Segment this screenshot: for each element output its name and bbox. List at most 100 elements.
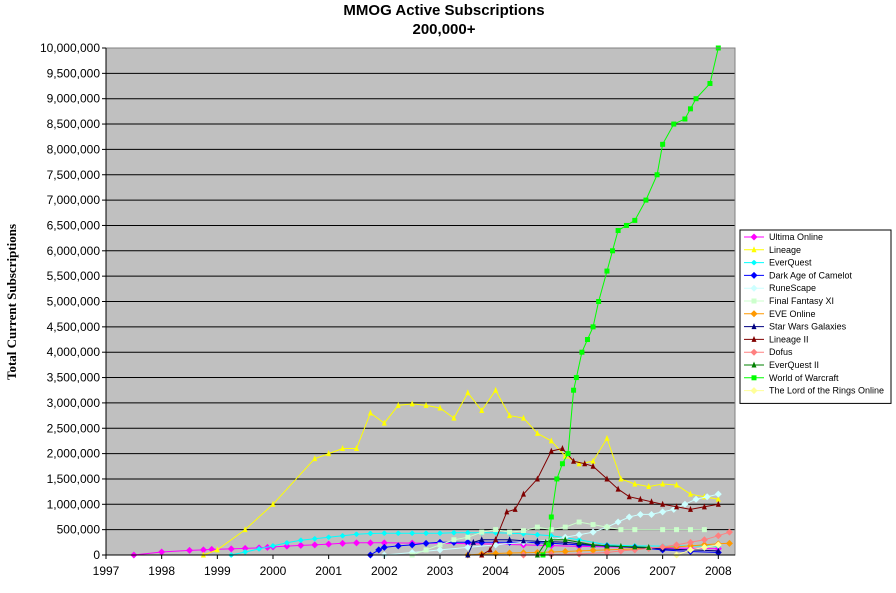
- data-point: [512, 505, 518, 512]
- data-point: [242, 526, 248, 533]
- y-tick-label: 1,500,000: [47, 472, 101, 486]
- data-point: [366, 539, 374, 547]
- data-point: [660, 527, 666, 533]
- data-point: [725, 539, 733, 547]
- axes: 0 500,000 1,000,000 1,500,000 2,000,000 2,500…: [40, 41, 735, 578]
- data-point: [423, 547, 429, 553]
- data-point: [451, 537, 457, 543]
- y-axis-label: Total Current Subscriptions: [4, 224, 19, 380]
- data-point: [380, 543, 388, 551]
- data-point: [548, 536, 554, 543]
- data-point: [576, 460, 582, 467]
- data-point: [687, 505, 693, 512]
- y-tick-label: 2,000,000: [47, 447, 101, 461]
- data-point: [576, 538, 582, 545]
- data-point: [242, 549, 248, 555]
- data-point: [479, 536, 485, 543]
- data-point: [312, 455, 318, 462]
- data-point: [590, 541, 596, 548]
- y-tick-label: 9,000,000: [47, 92, 101, 106]
- data-point: [534, 537, 540, 544]
- series-layer: [130, 45, 733, 559]
- data-point: [625, 513, 633, 521]
- data-point: [660, 141, 666, 147]
- legend-swatch-marker: [751, 246, 757, 253]
- y-tick-label: 0: [93, 548, 100, 562]
- y-tick-label: 4,500,000: [47, 320, 101, 334]
- data-point: [297, 541, 305, 549]
- data-point: [352, 539, 360, 547]
- x-tick-label: 2001: [315, 564, 342, 578]
- data-point: [687, 527, 693, 533]
- data-point: [326, 534, 332, 540]
- data-point: [654, 172, 660, 178]
- data-point: [687, 106, 693, 112]
- legend-swatch-marker: [751, 361, 757, 368]
- data-point: [408, 541, 416, 549]
- data-point: [646, 483, 652, 490]
- data-point: [375, 546, 383, 554]
- data-point: [423, 401, 429, 408]
- data-point: [559, 445, 565, 452]
- data-point: [409, 530, 415, 536]
- data-point: [618, 542, 624, 549]
- y-tick-label: 8,500,000: [47, 117, 101, 131]
- data-point: [436, 546, 444, 554]
- data-point: [632, 543, 638, 550]
- data-point: [465, 530, 471, 536]
- data-point: [437, 404, 443, 411]
- data-point: [659, 508, 667, 516]
- data-point: [604, 542, 610, 549]
- data-point: [326, 450, 332, 457]
- x-tick-label: 1998: [148, 564, 175, 578]
- data-point: [437, 542, 443, 548]
- data-point: [579, 349, 585, 355]
- legend-item: Lineage II: [744, 334, 809, 344]
- data-point: [623, 222, 629, 228]
- legend-item: The Lord of the Rings Online: [744, 386, 884, 396]
- data-point: [575, 550, 583, 558]
- y-tick-label: 3,500,000: [47, 371, 101, 385]
- data-point: [660, 500, 666, 507]
- data-point: [700, 536, 708, 544]
- data-point: [681, 500, 689, 508]
- y-tick-label: 5,000,000: [47, 295, 101, 309]
- legend-item: Ultima Online: [744, 232, 823, 242]
- data-point: [493, 536, 499, 543]
- data-point: [660, 480, 666, 487]
- data-point: [590, 457, 596, 464]
- legend-label: EverQuest: [769, 258, 812, 268]
- y-tick-label: 10,000,000: [40, 41, 100, 55]
- data-point: [687, 490, 693, 497]
- data-point: [614, 518, 622, 526]
- legend-label: EVE Online: [769, 309, 816, 319]
- data-point: [692, 495, 700, 503]
- data-point: [686, 538, 694, 546]
- data-point: [604, 434, 610, 441]
- legend-item: EverQuest II: [744, 360, 819, 370]
- data-point: [725, 528, 733, 536]
- data-point: [534, 429, 540, 436]
- data-point: [340, 533, 346, 539]
- x-tick-label: 2003: [427, 564, 454, 578]
- legend-label: Ultima Online: [769, 232, 823, 242]
- data-point: [464, 538, 472, 546]
- data-point: [546, 542, 552, 548]
- data-point: [559, 461, 565, 467]
- data-point: [507, 529, 513, 535]
- data-point: [353, 531, 359, 537]
- data-point: [674, 503, 680, 510]
- chart-title: MMOG Active Subscriptions: [343, 2, 544, 19]
- data-point: [534, 475, 540, 482]
- data-point: [507, 536, 513, 543]
- data-point: [534, 532, 540, 538]
- data-point: [339, 539, 347, 547]
- data-point: [298, 537, 304, 543]
- series-the-lord-of-the-rings-online: [673, 541, 722, 559]
- legend-swatch-marker: [751, 260, 757, 266]
- legend-label: RuneScape: [769, 283, 816, 293]
- legend-item: Lineage: [744, 245, 801, 255]
- data-point: [610, 248, 616, 254]
- series-lineage: [200, 386, 721, 558]
- data-point: [637, 495, 643, 502]
